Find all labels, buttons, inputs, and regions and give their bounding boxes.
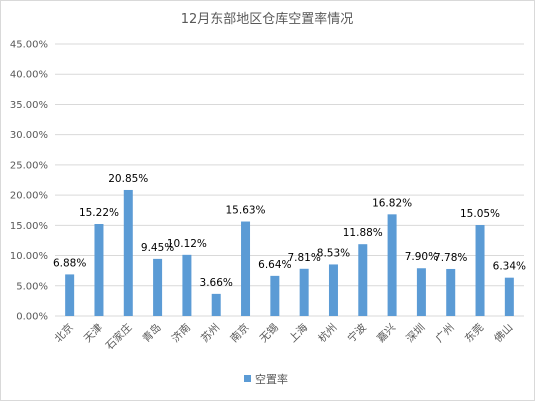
x-category-label: 广州 <box>434 322 457 345</box>
x-category-label: 苏州 <box>198 321 222 345</box>
bar <box>94 224 104 316</box>
y-tick-label: 40.00% <box>10 70 48 81</box>
bar <box>241 221 251 316</box>
y-tick-label: 10.00% <box>10 251 48 262</box>
y-tick-label: 45.00% <box>10 40 48 51</box>
data-label: 8.53% <box>317 247 350 259</box>
data-label: 6.64% <box>258 259 291 271</box>
data-label: 15.63% <box>226 205 266 217</box>
data-label: 6.88% <box>53 257 86 269</box>
data-label: 10.12% <box>167 238 207 250</box>
data-label: 15.22% <box>79 207 119 219</box>
bar <box>504 277 514 316</box>
x-category-label: 天津 <box>82 321 106 345</box>
legend: 空置率 <box>244 372 288 386</box>
legend-label: 空置率 <box>255 372 288 386</box>
x-category-label: 杭州 <box>316 321 340 345</box>
data-label: 9.45% <box>141 242 174 254</box>
bar <box>299 268 309 316</box>
x-category-label: 青岛 <box>140 321 164 345</box>
data-label: 15.05% <box>460 208 500 220</box>
bar <box>446 268 456 316</box>
data-label: 3.66% <box>200 277 233 289</box>
bar <box>153 258 163 316</box>
data-label: 7.81% <box>287 252 320 264</box>
y-tick-label: 35.00% <box>10 100 48 111</box>
data-label: 20.85% <box>108 173 148 185</box>
bars <box>65 189 514 316</box>
bar <box>65 274 75 316</box>
x-category-label: 宁波 <box>345 321 369 345</box>
y-tick-label: 30.00% <box>10 130 48 141</box>
y-tick-label: 15.00% <box>10 221 48 232</box>
bar <box>123 189 133 316</box>
x-category-label: 嘉兴 <box>374 321 398 345</box>
x-category-label: 南京 <box>228 321 252 345</box>
bar <box>182 254 192 316</box>
bar <box>475 225 485 316</box>
bar <box>416 268 426 316</box>
x-category-label: 北京 <box>52 321 76 345</box>
data-label: 6.34% <box>493 261 526 273</box>
x-category-label: 东莞 <box>462 321 486 345</box>
x-category-label: 无锡 <box>257 321 281 345</box>
bar <box>328 264 338 316</box>
bar <box>270 275 280 316</box>
x-category-label: 石家庄 <box>103 321 134 352</box>
data-label: 11.88% <box>343 227 383 239</box>
y-axis-ticks: 0.00% 5.00% 10.00% 15.00% 20.00% 25.00% 30.00%… <box>10 40 48 323</box>
data-label: 16.82% <box>372 197 412 209</box>
data-labels: 6.88% 15.22% 20.85% 9.45%10.12% 3.66% 15.63% 6… <box>53 173 526 289</box>
x-category-label: 济南 <box>169 321 193 345</box>
gridlines <box>55 43 524 317</box>
x-category-label: 佛山 <box>491 321 515 345</box>
x-category-label: 上海 <box>286 321 310 345</box>
bar <box>358 244 368 316</box>
y-tick-label: 5.00% <box>16 281 48 292</box>
data-label: 7.90% <box>405 251 438 263</box>
y-tick-label: 25.00% <box>10 160 48 171</box>
y-tick-label: 0.00% <box>16 312 48 323</box>
bar <box>211 293 221 316</box>
y-tick-label: 20.00% <box>10 191 48 202</box>
bar <box>387 214 397 316</box>
chart-title: 12月东部地区仓库空置率情况 <box>181 11 354 27</box>
data-label: 7.78% <box>434 252 467 264</box>
legend-swatch <box>244 375 251 382</box>
x-category-label: 深圳 <box>404 322 427 345</box>
